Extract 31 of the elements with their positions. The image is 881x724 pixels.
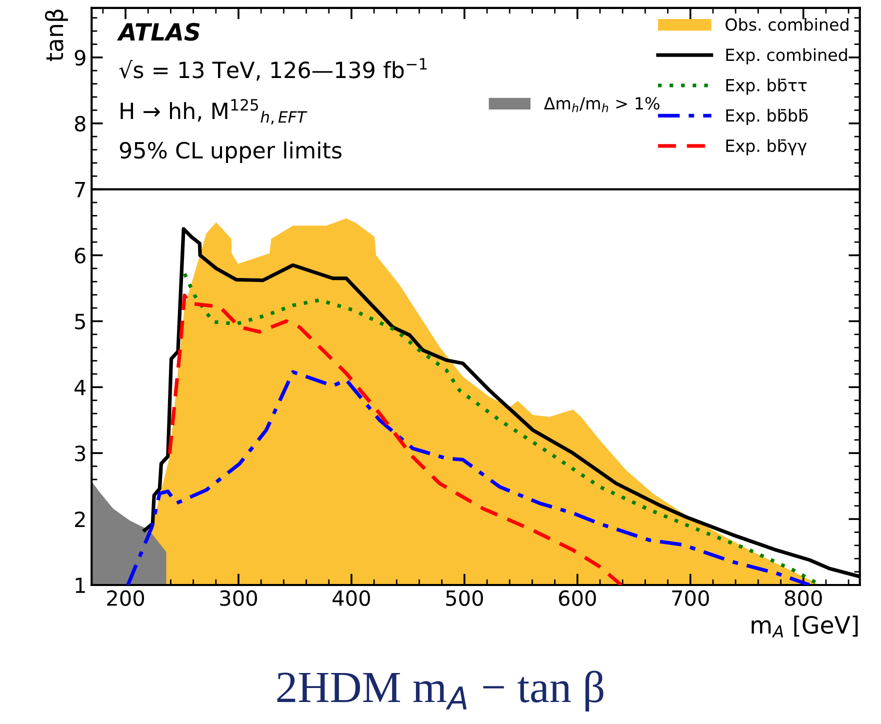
annotation: ATLAS	[116, 22, 200, 41]
x-tick-label: 200	[107, 590, 144, 606]
x-tick-label: 600	[558, 590, 596, 606]
y-axis-title: tanβ	[44, 10, 68, 62]
y-tick-label: 9	[74, 50, 86, 66]
legend-label: Obs. combined	[726, 18, 848, 31]
x-tick-label: 400	[332, 590, 370, 606]
y-tick-label: 8	[74, 116, 86, 132]
y-tick-label: 4	[74, 380, 86, 396]
legend-label: Exp. bb̄ττ	[726, 78, 807, 95]
text: 2HDM m$_{A}$ − tan β	[277, 670, 604, 712]
x-axis-title: m$_{A}$ [GeV]	[752, 616, 858, 638]
y-tick-label: 6	[74, 248, 86, 264]
annotation: √s = 13 TeV, 126—139 fb$^{−1}$	[119, 58, 427, 81]
annotation: H → hh, M$^{125}$$_{h,EFT}$	[120, 98, 308, 124]
legend-label: Exp. bb̄γγ	[726, 139, 807, 156]
x-tick-label: 700	[672, 590, 709, 606]
y-tick-label: 3	[75, 446, 86, 462]
legend-label: Exp. bb̄bb̄	[726, 108, 808, 125]
x-tick-label: 800	[784, 590, 822, 606]
legend-label: Exp. combined	[726, 48, 847, 64]
y-tick-label: 2	[75, 512, 85, 527]
line-series	[126, 370, 812, 585]
y-tick-label: 1	[76, 578, 85, 593]
x-tick-label: 500	[446, 590, 483, 606]
legend-label: Δm$_{h}$/m$_{h}$ > 1%	[544, 97, 660, 112]
line-series	[168, 294, 624, 585]
y-tick-label: 5	[75, 314, 85, 330]
y-tick-label: 7	[75, 182, 85, 198]
x-tick-label: 300	[220, 590, 257, 606]
annotation: 95% CL upper limits	[120, 141, 342, 163]
